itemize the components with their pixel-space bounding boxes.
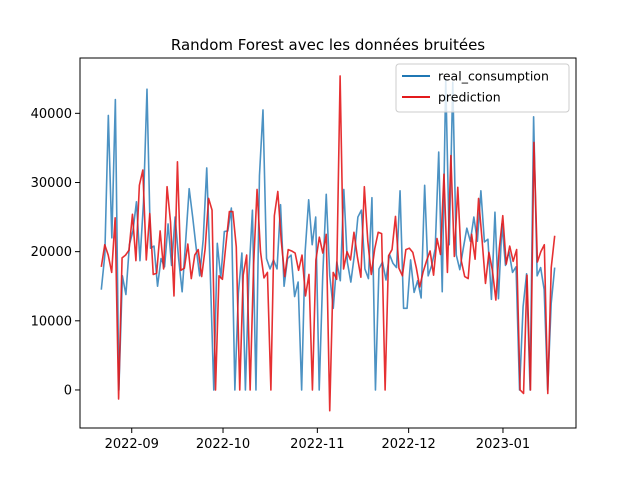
legend-label-real_consumption: real_consumption [438,69,549,84]
x-tick-label: 2022-12 [381,437,435,452]
y-tick-label: 30000 [31,176,72,191]
legend-box [395,63,570,113]
x-tick-label: 2023-01 [476,437,530,452]
y-axis: 0 10000 20000 30000 40000 [31,107,80,398]
x-tick-label: 2022-09 [105,437,159,452]
y-tick-label: 40000 [31,107,72,122]
plot-frame [79,57,577,429]
legend-label-prediction: prediction [438,90,501,105]
chart-title: Random Forest avec les données bruitées [171,36,485,54]
x-tick-label: 2022-10 [196,437,250,452]
series-line-prediction [100,75,556,412]
y-tick-label: 0 [64,383,72,398]
series-layer [100,75,556,412]
series-line-real_consumption [100,77,556,391]
y-tick-label: 20000 [31,245,72,260]
x-axis: 2022-09 2022-10 2022-11 2022-12 2023-01 [105,428,530,452]
legend: real_consumption prediction [395,63,570,113]
x-tick-label: 2022-11 [290,437,344,452]
y-tick-label: 10000 [31,314,72,329]
